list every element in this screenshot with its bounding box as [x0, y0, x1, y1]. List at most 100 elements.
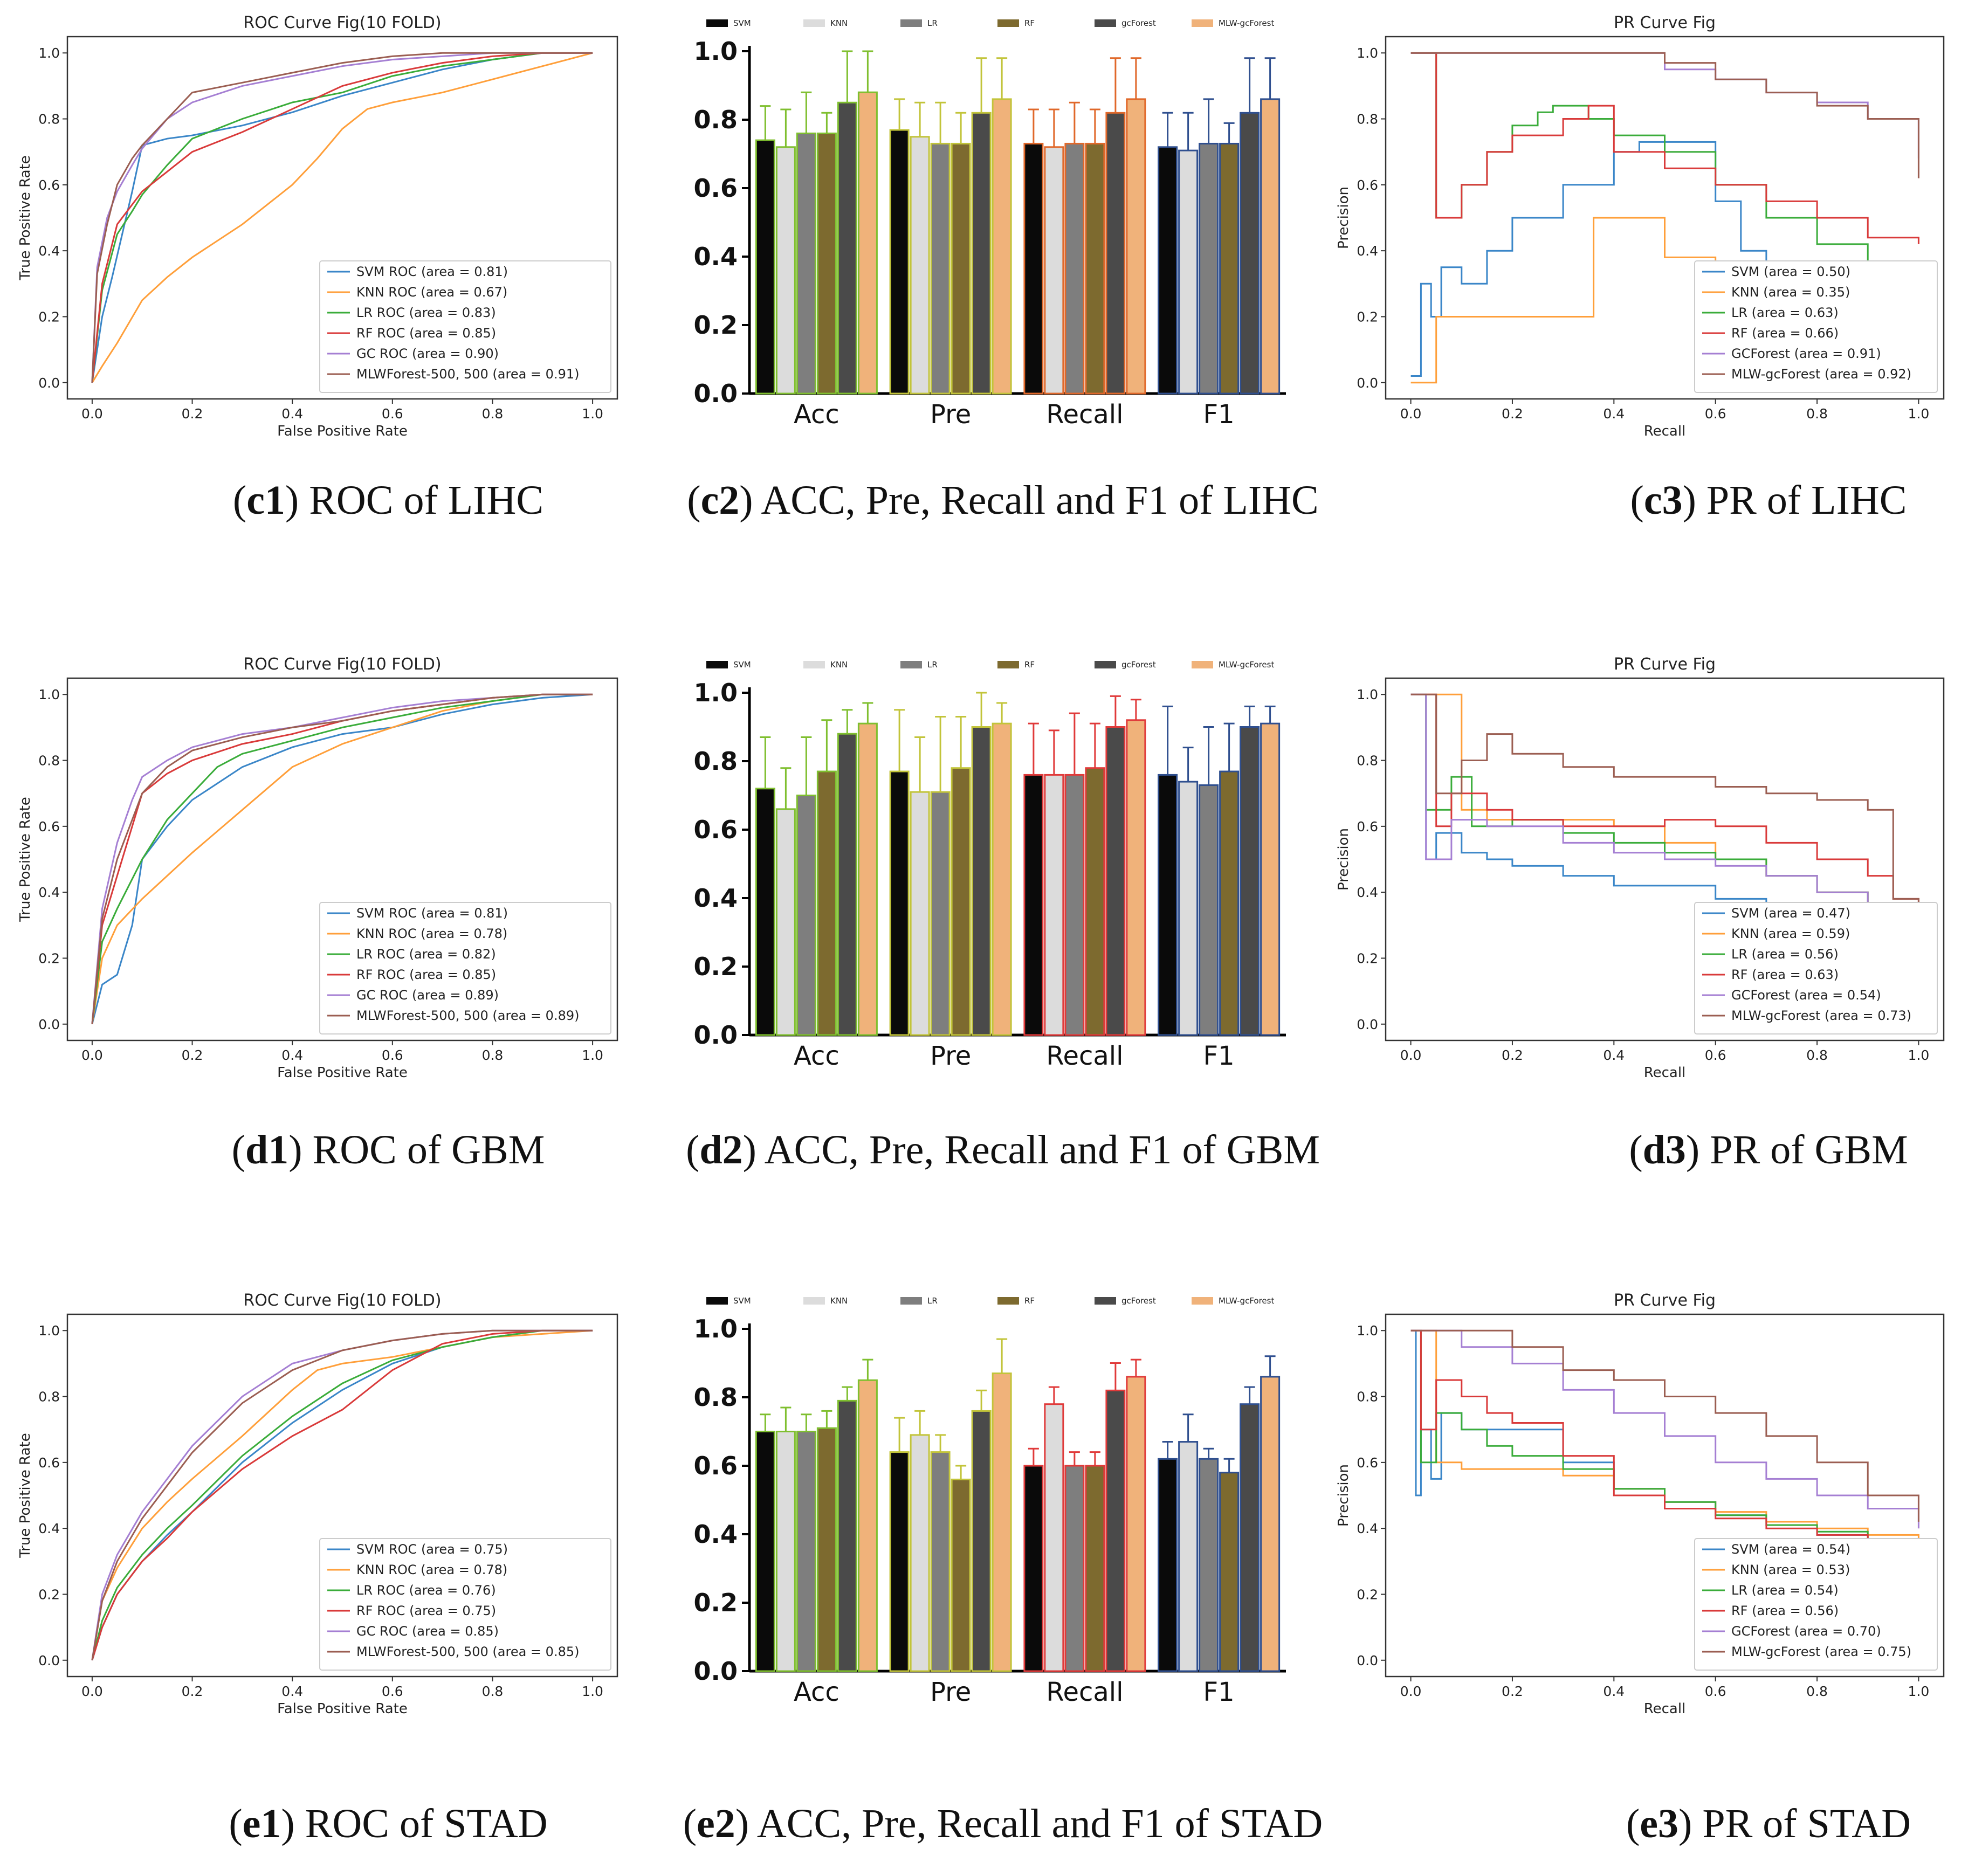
legend-entry: MLW-gcForest (area = 0.92): [1731, 367, 1911, 382]
y-tick-label: 0.6: [694, 815, 738, 844]
series-line-mlw: [1410, 52, 1919, 178]
series-line-rf: [91, 52, 593, 383]
bar-rf: [816, 1427, 837, 1672]
bar-gcforest: [1240, 112, 1260, 395]
category-label: Recall: [1046, 399, 1123, 430]
legend-entry: SVM ROC (area = 0.75): [356, 1542, 508, 1557]
legend-entry: KNN: [830, 660, 848, 670]
plot-frame: [66, 1313, 618, 1678]
plot-frame: [1385, 1313, 1945, 1678]
chart-title: ROC Curve Fig(10 FOLD): [243, 1291, 441, 1310]
bar-svm: [1023, 142, 1044, 395]
caption-text: ROC of GBM: [312, 1127, 545, 1172]
legend-swatch: [1192, 1297, 1213, 1305]
x-tick-label: 0.0: [1400, 1047, 1422, 1063]
y-tick-label: 1.0: [1357, 687, 1378, 702]
legend-swatch: [900, 19, 922, 27]
x-axis-label: False Positive Rate: [277, 1065, 408, 1081]
legend-entry: GC ROC (area = 0.89): [356, 988, 499, 1003]
bar-knn: [910, 136, 930, 395]
x-axis-label: Recall: [1644, 1065, 1686, 1081]
y-tick-label: 1.0: [38, 687, 60, 702]
bar-svm: [1158, 774, 1178, 1036]
legend-box: [1694, 1538, 1938, 1671]
x-tick-label: 1.0: [1908, 406, 1930, 422]
x-tick-label: 0.0: [1400, 406, 1422, 422]
legend-swatch: [997, 661, 1019, 668]
bar-rf: [951, 1478, 971, 1672]
series-line-rf: [1410, 1329, 1919, 1548]
legend-entry: RF: [1024, 1296, 1035, 1306]
bar-knn: [1044, 774, 1064, 1036]
legend-entry: SVM (area = 0.50): [1731, 264, 1850, 279]
bar-gcforest: [1105, 726, 1126, 1036]
y-tick-label: 0.4: [1357, 885, 1378, 900]
legend-entry: MLWForest-500, 500 (area = 0.89): [356, 1008, 579, 1023]
y-tick-label: 0.0: [38, 1017, 60, 1032]
x-tick-label: 0.2: [182, 1047, 203, 1063]
legend-entry: RF: [1024, 660, 1035, 670]
y-tick-label: 1.0: [694, 678, 738, 707]
bar-svm: [889, 770, 910, 1036]
series-line-mlw: [91, 1329, 593, 1661]
x-tick-label: 1.0: [582, 1684, 603, 1699]
bar-rf: [1085, 1465, 1105, 1672]
x-tick-label: 0.6: [1705, 1047, 1726, 1063]
x-tick-label: 0.2: [1502, 1047, 1523, 1063]
legend-entry: MLW-gcForest (area = 0.73): [1731, 1008, 1911, 1023]
bar-rf: [1219, 142, 1240, 395]
y-tick-label: 0.8: [38, 753, 60, 769]
legend-entry: KNN ROC (area = 0.78): [356, 926, 507, 941]
legend-swatch: [997, 19, 1019, 27]
legend-swatch: [706, 1297, 728, 1305]
legend-entry: gcForest: [1121, 18, 1156, 28]
x-tick-label: 0.8: [1806, 1684, 1828, 1699]
legend-entry: MLWForest-500, 500 (area = 0.91): [356, 367, 579, 382]
caption-d2: (d2) ACC, Pre, Recall and F1 of GBM: [686, 1127, 1320, 1172]
caption-e2: (e2) ACC, Pre, Recall and F1 of STAD: [683, 1801, 1323, 1846]
series-line-rf: [1410, 693, 1919, 909]
bar-knn: [775, 1431, 796, 1672]
legend-entry: RF ROC (area = 0.85): [356, 326, 496, 341]
y-axis-label: True Positive Rate: [17, 155, 33, 281]
x-tick-label: 0.2: [1502, 406, 1523, 422]
chart-title: ROC Curve Fig(10 FOLD): [243, 655, 441, 674]
panel-e1: ROC Curve Fig(10 FOLD) 0.0 0.0 0.2 0.2 0.4 0.4…: [16, 1283, 642, 1730]
x-tick-label: 0.0: [81, 406, 103, 422]
y-tick-label: 1.0: [38, 45, 60, 61]
category-label: Acc: [794, 399, 839, 430]
y-tick-label: 0.6: [1357, 819, 1378, 834]
series-line-mlw: [91, 693, 593, 1024]
x-tick-label: 0.6: [382, 406, 403, 422]
caption-label: d3: [1642, 1127, 1686, 1172]
bar-mlw-gcforest: [1126, 1376, 1146, 1672]
bar-mlw-gcforest: [1260, 722, 1281, 1036]
legend-entry: GCForest (area = 0.91): [1731, 346, 1881, 361]
y-tick-label: 0.6: [694, 174, 738, 203]
bar-gcforest: [837, 101, 857, 395]
x-tick-label: 0.8: [1806, 1047, 1828, 1063]
bar-rf: [1219, 770, 1240, 1036]
bar-knn: [775, 808, 796, 1036]
bar-mlw-gcforest: [857, 722, 878, 1036]
x-tick-label: 0.8: [1806, 406, 1828, 422]
legend-swatch: [803, 1297, 825, 1305]
series-line-lr: [1410, 1329, 1919, 1548]
x-tick-label: 0.6: [382, 1684, 403, 1699]
series-line-mlw: [91, 52, 593, 383]
y-tick-label: 0.4: [38, 885, 60, 900]
bar-rf: [1085, 767, 1105, 1036]
bar-svm: [889, 1451, 910, 1672]
y-tick-label: 0.0: [694, 379, 738, 408]
legend-entry: KNN (area = 0.35): [1731, 285, 1850, 300]
legend-entry: KNN (area = 0.53): [1731, 1562, 1850, 1577]
chart-e2: SVM KNN LR RF gcForest MLW-gcForest 0.0 0.2 0.4 0…: [694, 1296, 1286, 1707]
x-tick-label: 1.0: [1908, 1684, 1930, 1699]
caption-text: ROC of LIHC: [309, 478, 544, 523]
y-tick-label: 0.2: [38, 1587, 60, 1602]
y-tick-label: 1.0: [38, 1323, 60, 1339]
legend-entry: RF (area = 0.63): [1731, 967, 1839, 982]
legend-entry: MLWForest-500, 500 (area = 0.85): [356, 1644, 579, 1659]
x-tick-label: 0.6: [1705, 1684, 1726, 1699]
